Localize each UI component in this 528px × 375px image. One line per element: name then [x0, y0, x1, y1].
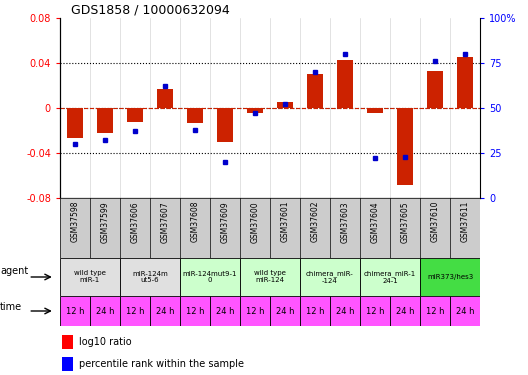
Text: miR373/hes3: miR373/hes3: [427, 274, 473, 280]
Text: agent: agent: [0, 266, 29, 276]
Bar: [420, 296, 450, 326]
Bar: [180, 258, 240, 296]
Text: GDS1858 / 10000632094: GDS1858 / 10000632094: [71, 3, 229, 16]
Bar: [337, 60, 353, 108]
Bar: [150, 296, 180, 326]
Bar: [330, 296, 360, 326]
Bar: [450, 296, 480, 326]
Text: GSM37611: GSM37611: [460, 201, 469, 242]
Bar: [120, 296, 150, 326]
Bar: [60, 296, 90, 326]
Text: log10 ratio: log10 ratio: [79, 337, 131, 347]
Bar: [307, 74, 323, 108]
Text: percentile rank within the sample: percentile rank within the sample: [79, 359, 244, 369]
Bar: [360, 258, 420, 296]
Text: GSM37608: GSM37608: [191, 201, 200, 243]
Bar: [217, 108, 233, 142]
Text: wild type
miR-1: wild type miR-1: [74, 270, 106, 284]
Text: time: time: [0, 302, 22, 312]
Text: 24 h: 24 h: [456, 306, 474, 315]
Text: wild type
miR-124: wild type miR-124: [254, 270, 286, 284]
Text: GSM37598: GSM37598: [71, 201, 80, 243]
Text: 12 h: 12 h: [426, 306, 444, 315]
Text: 24 h: 24 h: [396, 306, 414, 315]
Text: GSM37599: GSM37599: [100, 201, 109, 243]
Bar: [360, 296, 390, 326]
Text: GSM37605: GSM37605: [401, 201, 410, 243]
Text: miR-124m
ut5-6: miR-124m ut5-6: [132, 270, 168, 284]
Bar: [240, 258, 300, 296]
Bar: [457, 57, 473, 108]
Bar: [120, 258, 180, 296]
Bar: [397, 108, 413, 184]
Bar: [420, 258, 480, 296]
Bar: [127, 108, 143, 122]
Text: 24 h: 24 h: [96, 306, 114, 315]
Bar: [62, 334, 72, 349]
Text: GSM37610: GSM37610: [430, 201, 439, 243]
Bar: [427, 71, 443, 108]
Bar: [240, 296, 270, 326]
Bar: [67, 108, 83, 138]
Text: 12 h: 12 h: [186, 306, 204, 315]
Text: 24 h: 24 h: [156, 306, 174, 315]
Text: chimera_miR-1
24-1: chimera_miR-1 24-1: [364, 270, 416, 284]
Bar: [210, 296, 240, 326]
Bar: [97, 108, 113, 133]
Text: 12 h: 12 h: [66, 306, 84, 315]
Text: 12 h: 12 h: [306, 306, 324, 315]
Text: 12 h: 12 h: [366, 306, 384, 315]
Text: 12 h: 12 h: [126, 306, 144, 315]
Text: GSM37601: GSM37601: [280, 201, 289, 243]
Bar: [247, 108, 263, 112]
Bar: [90, 296, 120, 326]
Bar: [277, 102, 293, 108]
Bar: [60, 258, 120, 296]
Text: 12 h: 12 h: [246, 306, 264, 315]
Bar: [367, 108, 383, 112]
Bar: [300, 258, 360, 296]
Bar: [62, 357, 72, 371]
Bar: [180, 296, 210, 326]
Text: GSM37603: GSM37603: [341, 201, 350, 243]
Bar: [187, 108, 203, 123]
Text: 24 h: 24 h: [276, 306, 294, 315]
Text: GSM37604: GSM37604: [371, 201, 380, 243]
Text: GSM37602: GSM37602: [310, 201, 319, 243]
Text: 24 h: 24 h: [336, 306, 354, 315]
Text: GSM37609: GSM37609: [221, 201, 230, 243]
Text: 24 h: 24 h: [216, 306, 234, 315]
Bar: [157, 89, 173, 108]
Text: GSM37606: GSM37606: [130, 201, 139, 243]
Text: miR-124mut9-1
0: miR-124mut9-1 0: [183, 270, 237, 284]
Text: GSM37607: GSM37607: [161, 201, 169, 243]
Bar: [300, 296, 330, 326]
Text: chimera_miR-
-124: chimera_miR- -124: [306, 270, 354, 284]
Bar: [270, 296, 300, 326]
Text: GSM37600: GSM37600: [250, 201, 259, 243]
Bar: [390, 296, 420, 326]
